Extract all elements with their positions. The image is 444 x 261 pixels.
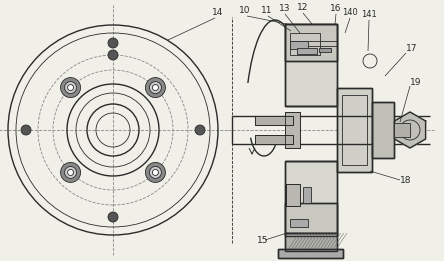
Circle shape [60, 78, 80, 98]
Bar [286, 184, 300, 206]
Circle shape [60, 162, 80, 182]
Circle shape [64, 82, 76, 94]
Bar [337, 88, 372, 172]
Bar [372, 102, 394, 158]
Bar [255, 116, 293, 125]
Bar [278, 249, 343, 258]
Circle shape [146, 162, 166, 182]
Bar [297, 48, 317, 54]
Bar [285, 24, 337, 61]
Circle shape [108, 212, 118, 222]
Bar [285, 233, 337, 251]
Bar [342, 95, 367, 165]
Circle shape [67, 169, 74, 175]
Bar [278, 249, 343, 258]
Text: 15: 15 [257, 236, 269, 245]
Text: 16: 16 [330, 4, 342, 13]
Bar [285, 112, 300, 148]
Bar [255, 116, 293, 125]
Bar [285, 24, 337, 106]
Circle shape [195, 125, 205, 135]
Bar [285, 161, 337, 236]
Text: 10: 10 [239, 6, 251, 15]
Circle shape [146, 78, 166, 98]
Bar [319, 48, 331, 52]
Circle shape [64, 167, 76, 179]
Circle shape [21, 125, 31, 135]
Bar [285, 112, 300, 148]
Bar [285, 24, 337, 61]
Circle shape [150, 167, 162, 179]
Bar [285, 233, 337, 251]
Text: 13: 13 [279, 4, 291, 13]
Bar [255, 135, 293, 144]
Polygon shape [394, 112, 426, 148]
Bar [285, 203, 337, 233]
Bar [285, 203, 337, 233]
Text: 17: 17 [406, 44, 417, 53]
Bar [290, 33, 320, 55]
Circle shape [108, 50, 118, 60]
Circle shape [150, 82, 162, 94]
Bar [290, 41, 308, 49]
Text: 19: 19 [410, 78, 421, 87]
Bar [394, 123, 410, 137]
Text: 11: 11 [261, 6, 273, 15]
Bar [372, 102, 394, 158]
Text: 141: 141 [361, 10, 377, 19]
Text: 14: 14 [212, 8, 224, 17]
Text: 140: 140 [342, 8, 358, 17]
Bar [337, 88, 372, 172]
Bar [285, 24, 337, 106]
Circle shape [108, 38, 118, 48]
Bar [285, 161, 337, 236]
Bar [303, 187, 311, 203]
Circle shape [152, 85, 159, 91]
Circle shape [152, 169, 159, 175]
Bar [290, 219, 308, 227]
Text: 12: 12 [297, 3, 309, 12]
Circle shape [67, 85, 74, 91]
Text: 18: 18 [400, 176, 412, 185]
Bar [255, 135, 293, 144]
Bar [286, 184, 300, 206]
